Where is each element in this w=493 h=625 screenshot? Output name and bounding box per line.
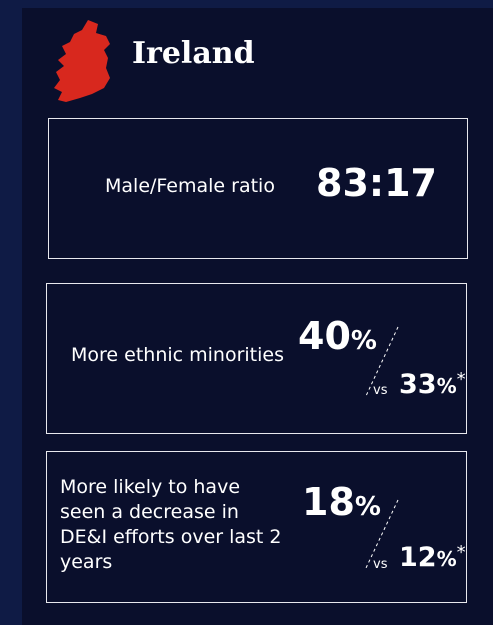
value: 12 — [399, 542, 437, 573]
vs: vs — [373, 383, 388, 398]
note: * — [456, 542, 466, 563]
value: 40 — [298, 314, 351, 358]
unit: % — [436, 374, 457, 398]
value: 18 — [302, 480, 355, 524]
card-label: Male/Female ratio — [105, 175, 275, 197]
card-value: 83:17 — [316, 161, 437, 205]
divider — [365, 326, 399, 397]
vs: vs — [373, 557, 388, 572]
note: * — [456, 369, 466, 390]
ireland-map — [54, 20, 110, 102]
card — [48, 118, 468, 259]
card-label: More ethnic minorities — [71, 344, 284, 366]
card — [46, 451, 467, 603]
card-value: 18% — [302, 480, 381, 524]
value: 33 — [399, 369, 437, 400]
card-value: 40% — [298, 314, 377, 358]
unit: % — [436, 547, 457, 571]
card — [46, 283, 467, 434]
unit: % — [354, 492, 381, 522]
compare-value: 12%* — [399, 542, 466, 573]
title: Ireland — [132, 36, 255, 71]
unit: % — [350, 326, 377, 356]
compare-value: 33%* — [399, 369, 466, 400]
divider — [365, 499, 399, 569]
card-label: More likely to have seen a decrease in D… — [60, 476, 282, 573]
